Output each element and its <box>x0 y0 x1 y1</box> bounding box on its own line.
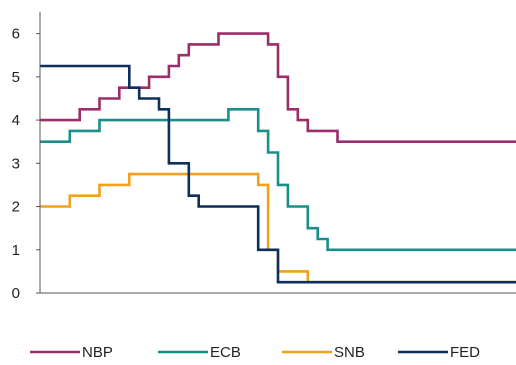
legend-item-snb: SNB <box>282 344 365 361</box>
y-tick-label: 0 <box>12 285 20 302</box>
y-tick-label: 4 <box>12 112 20 129</box>
y-tick-label: 5 <box>12 69 20 86</box>
legend-label: ECB <box>210 344 241 361</box>
legend-label: NBP <box>82 344 113 361</box>
series-layer <box>40 32 516 284</box>
ticks-layer: 012345612.0612.0712.0812.0912.10 <box>12 26 40 302</box>
axes-layer <box>39 12 516 294</box>
legend-item-nbp: NBP <box>30 344 113 361</box>
legend-label: SNB <box>334 344 365 361</box>
legend-item-ecb: ECB <box>158 344 241 361</box>
legend-item-fed: FED <box>398 344 480 361</box>
y-tick-label: 2 <box>12 199 20 216</box>
series-line-nbp <box>40 32 516 143</box>
y-tick-label: 3 <box>12 155 20 172</box>
y-tick-label: 1 <box>12 242 20 259</box>
legend-label: FED <box>450 344 480 361</box>
series-line-fed <box>40 64 516 284</box>
legend: NBP ECB SNB FED <box>30 344 480 361</box>
y-tick-label: 6 <box>12 26 20 43</box>
series-line-ecb <box>40 108 516 252</box>
